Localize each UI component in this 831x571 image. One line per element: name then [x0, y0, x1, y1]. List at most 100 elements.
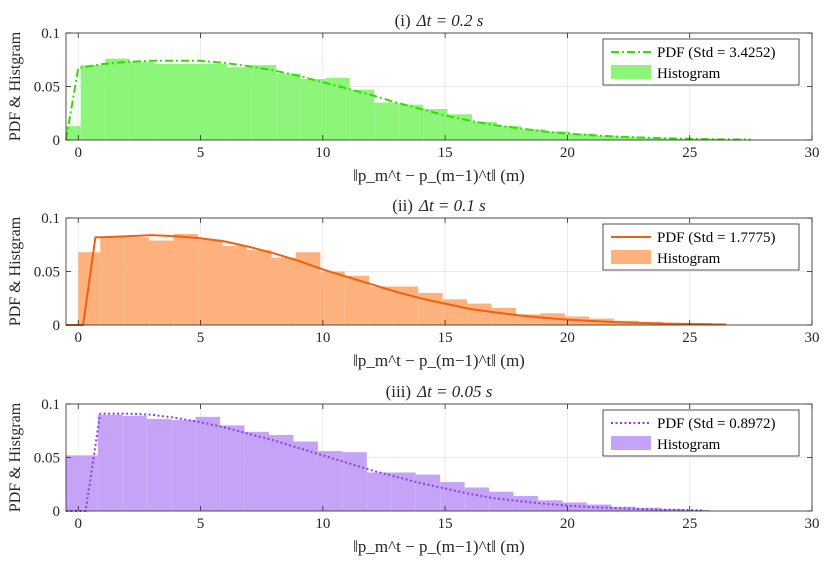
x-tick-label: 0	[74, 516, 82, 532]
histogram-bar	[398, 104, 424, 140]
histogram-bar	[374, 102, 399, 140]
histogram-bar	[586, 504, 612, 511]
histogram-bar	[122, 415, 147, 511]
histogram-bar	[146, 418, 172, 511]
histogram-bar	[276, 73, 301, 140]
histogram-bar	[516, 314, 541, 325]
legend-pdf-label: PDF (Std = 3.4252)	[657, 45, 775, 61]
histogram-bar	[317, 451, 343, 511]
histogram-bar	[391, 472, 416, 511]
histogram-bar	[472, 121, 497, 140]
chart-panel-1: 0 5 10 15 20 25 30 0 0.05 0.1 (i) Δt = 0.2 s ‖p_m^t …	[7, 11, 820, 185]
histogram-bar	[300, 79, 326, 140]
pdf-line	[66, 412, 702, 512]
y-axis-label: PDF & Histgram	[7, 402, 24, 512]
histogram-bar	[538, 500, 563, 511]
legend-hist-swatch	[611, 436, 651, 450]
histogram-bar	[467, 303, 492, 325]
histogram-bar	[447, 114, 473, 140]
histogram-bar	[342, 452, 367, 511]
histogram-bar	[415, 474, 441, 511]
histogram-bar	[78, 252, 101, 325]
legend: PDF (Std = 3.4252) Histogram	[602, 38, 800, 86]
histogram-bar	[198, 239, 223, 325]
y-tick-label: 0	[53, 133, 61, 149]
title-math: Δt = 0.1 s	[418, 196, 486, 215]
x-tick-label: 25	[682, 145, 697, 161]
histogram-bar	[220, 425, 245, 511]
x-tick-label: 10	[315, 330, 330, 346]
y-tick-label: 0.1	[41, 397, 60, 413]
histogram-bar	[105, 58, 130, 140]
histogram-bar	[251, 65, 277, 140]
y-tick-label: 0.05	[34, 265, 60, 281]
histogram-bar	[545, 131, 570, 140]
title-math: Δt = 0.05 s	[416, 382, 493, 401]
x-tick-label: 0	[74, 330, 82, 346]
histogram-bar	[100, 237, 125, 325]
histogram-bar	[227, 67, 252, 140]
x-tick-label: 20	[560, 330, 575, 346]
chart-panel-3: 0 5 10 15 20 25 30 0 0.05 0.1 (iii) Δt = 0.05 s ‖p_m…	[7, 382, 820, 556]
histogram-bar	[320, 271, 345, 325]
y-axis-label: PDF & Histgram	[7, 31, 24, 141]
histogram-bar	[246, 250, 272, 325]
x-axis-label-text: ‖p_m^t − p_(m−1)^t‖ (m)	[353, 351, 525, 370]
x-tick-label: 15	[438, 145, 453, 161]
histogram-bar	[202, 64, 228, 140]
x-tick-label: 20	[560, 516, 575, 532]
x-tick-label: 20	[560, 145, 575, 161]
histogram-bar	[222, 245, 247, 325]
histogram-bar	[618, 136, 644, 140]
histogram-bar	[97, 414, 123, 511]
x-tick-label: 15	[438, 330, 453, 346]
histogram-bar	[366, 472, 392, 511]
x-tick-label: 5	[197, 330, 205, 346]
histogram-bar	[440, 482, 465, 511]
histogram-bar	[369, 286, 394, 325]
histogram-bar	[154, 64, 179, 140]
histogram-bar	[195, 416, 221, 511]
legend-hist-swatch	[611, 65, 651, 79]
x-tick-label: 25	[682, 516, 697, 532]
x-axis-label-text: ‖p_m^t − p_(m−1)^t‖ (m)	[353, 166, 525, 185]
x-tick-label: 0	[74, 145, 82, 161]
x-axis-label: ‖p_m^t − p_(m−1)^t‖ (m)	[353, 537, 525, 556]
histogram-bar	[244, 431, 270, 511]
histogram-bar	[173, 234, 199, 325]
histogram-bar	[513, 496, 539, 511]
y-axis-label: PDF & Histgram	[7, 216, 24, 326]
histogram-bar	[635, 507, 661, 511]
histogram-bar	[80, 65, 106, 140]
title-prefix: (iii)	[386, 382, 412, 401]
y-tick-label: 0	[53, 318, 61, 334]
x-tick-label: 10	[315, 145, 330, 161]
x-tick-label: 25	[682, 330, 697, 346]
legend-hist-label: Histogram	[657, 66, 721, 82]
legend: PDF (Std = 0.8972) Histogram	[602, 409, 800, 457]
x-tick-label: 30	[805, 330, 820, 346]
histogram-bar	[178, 64, 203, 140]
x-tick-label: 30	[805, 145, 820, 161]
x-tick-label: 30	[805, 516, 820, 532]
x-axis-label: ‖p_m^t − p_(m−1)^t‖ (m)	[353, 351, 525, 370]
x-tick-label: 10	[315, 516, 330, 532]
histogram-bar	[271, 257, 296, 325]
pdf-line	[65, 59, 751, 141]
legend-pdf-label: PDF (Std = 1.7775)	[657, 230, 775, 246]
pdf-line	[66, 234, 727, 326]
legend-pdf-label: PDF (Std = 0.8972)	[657, 416, 775, 432]
histogram-bar	[496, 126, 521, 140]
y-tick-label: 0.05	[34, 451, 60, 467]
histogram-bar	[594, 135, 619, 140]
histogram-bar	[269, 435, 294, 511]
histogram-bar	[349, 89, 375, 140]
title-prefix: (ii)	[392, 196, 413, 215]
chart-panel-2: 0 5 10 15 20 25 30 0 0.05 0.1 (ii) Δt = 0.1 s ‖p_m^t…	[7, 196, 820, 370]
x-tick-label: 15	[438, 516, 453, 532]
histogram-bar	[489, 491, 514, 511]
legend-hist-label: Histogram	[657, 437, 721, 453]
y-tick-label: 0	[53, 504, 61, 520]
x-axis-label: ‖p_m^t − p_(m−1)^t‖ (m)	[353, 166, 525, 185]
